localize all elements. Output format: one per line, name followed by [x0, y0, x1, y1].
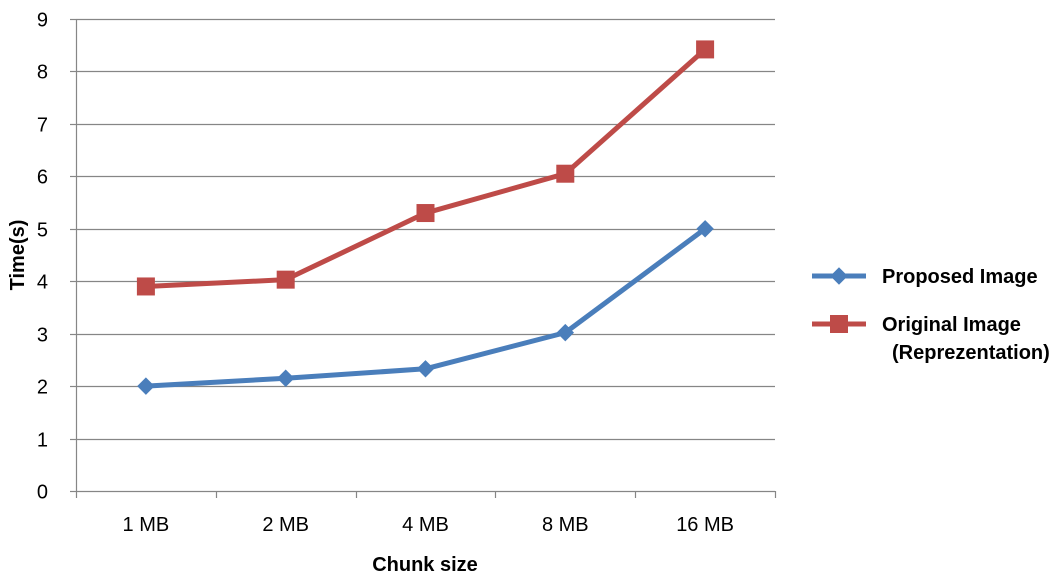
legend-swatch-marker	[830, 267, 848, 285]
x-axis-title: Chunk size	[372, 554, 478, 576]
x-tick-label: 8 MB	[542, 514, 589, 536]
data-point-series-2	[696, 40, 715, 59]
legend-label: (Reprezentation)	[892, 342, 1050, 364]
x-tick-label: 4 MB	[402, 514, 449, 536]
y-tick-label: 8	[37, 62, 48, 84]
data-point-series-2	[416, 204, 435, 223]
data-point-series-1	[416, 360, 435, 378]
x-tick-label: 1 MB	[123, 514, 170, 536]
legend-label: Proposed Image	[882, 266, 1038, 288]
data-point-series-1	[556, 323, 575, 342]
y-tick-label: 4	[37, 272, 48, 294]
gridlines	[76, 18, 775, 441]
y-tick-label: 5	[37, 220, 48, 242]
data-point-series-2	[136, 277, 155, 296]
x-tick-labels: 1 MB 2 MB 4 MB 8 MB 16 MB	[123, 514, 734, 536]
y-tick-label: 0	[37, 482, 48, 504]
x-tick-label: 2 MB	[262, 514, 309, 536]
legend-item-1: Proposed Image	[812, 266, 1038, 288]
data-point-series-2	[556, 164, 575, 183]
data-point-series-1	[696, 220, 714, 238]
y-tick-label: 3	[37, 325, 48, 347]
legend-item-2: Original Image (Reprezentation)	[812, 314, 1050, 364]
y-tick-label: 1	[37, 430, 48, 452]
series-markers	[136, 40, 715, 395]
axes	[70, 18, 777, 498]
series-line-2	[143, 46, 708, 289]
y-axis-title: Time(s)	[7, 220, 29, 291]
legend-label: Original Image	[882, 314, 1021, 336]
legend-swatch-marker	[830, 315, 848, 333]
y-tick-labels: 0 1 2 3 4 5 6 7 8 9	[37, 10, 48, 504]
y-tick-label: 9	[37, 10, 48, 32]
data-point-series-1	[137, 377, 155, 395]
x-tick-label: 16 MB	[676, 514, 734, 536]
data-point-series-2	[276, 270, 295, 289]
y-tick-label: 2	[37, 377, 48, 399]
legend: Proposed Image Original Image (Reprezentat…	[812, 266, 1050, 364]
y-tick-label: 7	[37, 115, 48, 137]
y-tick-label: 6	[37, 167, 48, 189]
data-point-series-1	[276, 369, 295, 387]
